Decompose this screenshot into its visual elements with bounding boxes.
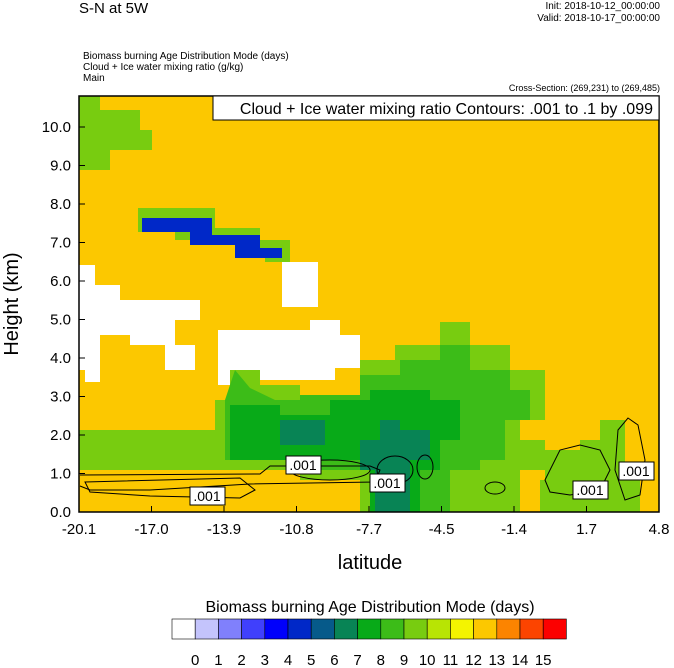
contour-line (614, 417, 646, 501)
contour-label-box (572, 480, 609, 500)
colorbar-label: 0 (191, 652, 199, 668)
colorbar-label: 12 (465, 652, 482, 668)
colorbar-title: Biomass burning Age Distribution Mode (d… (205, 599, 534, 616)
contour-label: .001 (373, 475, 400, 491)
x-axis: -20.1 -17.0 -13.9 -10.8 -7.7 -4.5 -1.4 1.7 4.8 (62, 506, 670, 538)
x-axis-label: latitude (338, 552, 403, 574)
field-region-white-left (79, 265, 200, 382)
field-region-green-right (540, 420, 640, 512)
contour-lines (79, 417, 646, 501)
y-tick-label: 1.0 (50, 466, 71, 483)
x-tick-label: -20.1 (62, 521, 96, 538)
contour-line (484, 481, 506, 495)
colorbar-label: 8 (377, 652, 385, 668)
colorbar-label: 6 (330, 652, 338, 668)
colorbar-swatch (218, 618, 242, 640)
y-tick-label: 3.0 (50, 389, 71, 406)
contour-label-box (189, 486, 226, 506)
contour-title: Cloud + Ice water mixing ratio Contours:… (240, 101, 653, 118)
colorbar-label: 15 (535, 652, 552, 668)
cross-section-label: Cross-Section: (269,231) to (269,485) (508, 83, 660, 93)
y-tick-label: 6.0 (50, 273, 71, 290)
colorbar-label: 7 (353, 652, 361, 668)
colorbar-swatch (450, 618, 474, 640)
colorbar-label: 4 (284, 652, 292, 668)
colorbar-swatch (542, 618, 567, 640)
x-tick-label: -1.4 (501, 521, 527, 538)
colorbar-swatch (310, 618, 335, 640)
x-tick-label: -13.9 (207, 521, 241, 538)
valid-time: Valid: 2018-10-17_00:00:00 (537, 13, 660, 24)
colorbar-label: 9 (400, 652, 408, 668)
init-time: Init: 2018-10-12_00:00:00 (545, 1, 660, 12)
field-region-blue-band (142, 218, 282, 258)
x-tick-label: 1.7 (576, 521, 597, 538)
field-region-light-green-top (79, 96, 152, 170)
contour-label-box (618, 461, 655, 481)
y-tick-label: 7.0 (50, 235, 71, 252)
x-tick-label: 4.8 (649, 521, 670, 538)
contour-label: .001 (622, 463, 649, 479)
colorbar-swatch (426, 618, 451, 640)
colorbar-swatch (287, 618, 312, 640)
colorbar-swatch (380, 618, 405, 640)
y-tick-label: 9.0 (50, 158, 71, 175)
y-tick-label: 5.0 (50, 312, 71, 329)
contour-line (416, 454, 434, 480)
contour-label-box (285, 455, 322, 475)
field-region-white-mid (218, 320, 360, 385)
colorbar-label: 3 (261, 652, 269, 668)
contour-line (84, 477, 256, 499)
contour-label-box (369, 473, 406, 493)
colorbar-swatch (496, 618, 521, 640)
contour-line (544, 444, 611, 496)
chart-title: S-N at 5W (79, 0, 149, 17)
contour-label: .001 (289, 457, 316, 473)
colorbar-label: 10 (419, 652, 436, 668)
plot-area (79, 96, 659, 512)
colorbar-label: 11 (443, 652, 459, 668)
y-tick-label: 8.0 (50, 196, 71, 213)
field-label-1: Biomass burning Age Distribution Mode (d… (83, 51, 289, 62)
contour-label: .001 (193, 488, 220, 504)
y-tick-label: 4.0 (50, 350, 71, 367)
colorbar-label: 14 (512, 652, 529, 668)
y-tick-label: 2.0 (50, 427, 71, 444)
x-tick-label: -7.7 (356, 521, 382, 538)
contour-labels: .001 .001 .001 .001 .001 (189, 455, 655, 506)
colorbar-label: 1 (214, 652, 222, 668)
colorbar-swatch (171, 618, 196, 640)
field-label-2: Cloud + Ice water mixing ratio (g/kg) (83, 62, 244, 73)
colorbar-swatch (403, 618, 428, 640)
contour-label: .001 (576, 482, 603, 498)
colorbar-swatch (194, 618, 219, 640)
x-tick-label: -4.5 (429, 521, 455, 538)
colorbar-swatch (473, 618, 498, 640)
field-region-white-right (282, 262, 318, 307)
x-tick-label: -10.8 (279, 521, 313, 538)
colorbar-label: 13 (488, 652, 505, 668)
colorbar-swatch (519, 618, 544, 640)
colorbar-swatch (264, 618, 289, 640)
colorbar: 0 1 2 3 4 5 6 7 8 9 10 11 12 13 14 15 (171, 618, 567, 668)
colorbar-swatch (334, 618, 358, 640)
y-tick-label: 10.0 (42, 119, 71, 136)
colorbar-swatch (357, 618, 382, 640)
x-tick-label: -17.0 (134, 521, 168, 538)
y-tick-label: 0.0 (50, 504, 71, 521)
colorbar-label: 2 (237, 652, 245, 668)
contour-title-box (212, 95, 660, 121)
y-axis: 0.0 1.0 2.0 3.0 4.0 5.0 6.0 7.0 8.0 9.0 10.0 (42, 119, 85, 521)
y-axis-label: Height (km) (1, 252, 23, 355)
field-region-teal (280, 420, 325, 445)
colorbar-swatch (241, 618, 266, 640)
field-label-3: Main (83, 73, 105, 84)
colorbar-label: 5 (307, 652, 315, 668)
